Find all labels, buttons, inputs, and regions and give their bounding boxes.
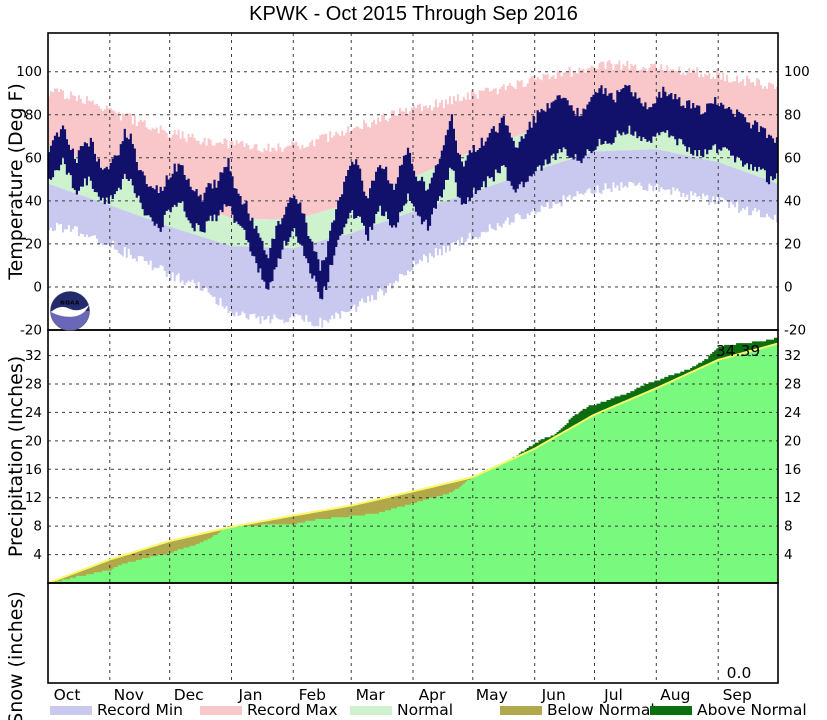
precip-tick-label: 4 (33, 547, 42, 563)
month-label: Apr (419, 686, 446, 704)
legend-label: Below Normal (547, 701, 655, 719)
precip-tick-label: 12 (784, 490, 801, 506)
month-label: Dec (174, 686, 204, 704)
precip-tick-label: 4 (784, 547, 793, 563)
month-label: Sep (723, 686, 752, 704)
month-label: Aug (660, 686, 690, 704)
precip-tick-label: 12 (25, 490, 42, 506)
temperature-tick-label: 20 (25, 236, 42, 252)
temperature-tick-label: -20 (784, 323, 806, 339)
precip-observed-area (48, 344, 778, 583)
precip-tick-label: 32 (784, 348, 801, 364)
legend-item-above-normal: Above Normal (650, 701, 807, 719)
month-label: Mar (356, 686, 386, 704)
temperature-tick-label: 60 (25, 150, 42, 166)
month-label: Oct (54, 686, 81, 704)
precip-tick-label: 8 (33, 519, 42, 535)
record-max-swatch (200, 705, 242, 715)
month-label: Jul (603, 686, 623, 704)
legend-item-normal: Normal (350, 701, 453, 719)
temperature-tick-label: 80 (784, 107, 801, 123)
temperature-tick-label: 40 (784, 193, 801, 209)
precip-tick-label: 32 (25, 348, 42, 364)
noaa-logo: NOAA (50, 291, 90, 331)
precipitation-axis-title: Precipitation (Inches) (5, 356, 27, 557)
precip-tick-label: 20 (784, 433, 801, 449)
record-min-swatch (50, 705, 92, 715)
precip-tick-label: 20 (25, 433, 42, 449)
noaa-bird-icon (51, 304, 90, 317)
snow-total-annotation: 0.0 (727, 664, 752, 682)
legend-item-below-normal: Below Normal (500, 701, 655, 719)
precip-tick-label: 16 (784, 462, 801, 478)
month-label: Jun (541, 686, 566, 704)
legend-label: Record Min (97, 701, 183, 719)
month-label: Feb (299, 686, 326, 704)
normal-swatch (350, 705, 392, 715)
temperature-tick-label: 100 (16, 64, 42, 80)
temperature-tick-label: 80 (25, 107, 42, 123)
precip-tick-label: 8 (784, 519, 793, 535)
above-normal-swatch (650, 705, 692, 715)
precip-tick-label: 16 (25, 462, 42, 478)
noaa-logo-text: NOAA (60, 301, 80, 307)
snow-panel-border (47, 582, 779, 684)
temperature-tick-label: 40 (25, 193, 42, 209)
legend-item-record-min: Record Min (50, 701, 183, 719)
temperature-axis-title: Temperature (Deg F) (5, 83, 27, 281)
legend: Record Min Record Max Normal Below Norma… (0, 701, 827, 719)
snow-axis-title: Snow (inches) (5, 591, 27, 720)
precip-tick-label: 28 (784, 377, 801, 393)
legend-label: Record Max (247, 701, 338, 719)
legend-label: Normal (397, 701, 454, 719)
temperature-tick-label: 60 (784, 150, 801, 166)
legend-item-record-max: Record Max (200, 701, 338, 719)
page-title: KPWK - Oct 2015 Through Sep 2016 (249, 3, 578, 25)
temperature-tick-label: 0 (784, 280, 793, 296)
month-label: May (476, 686, 508, 704)
precip-total-annotation: 34.39 (716, 342, 760, 360)
precip-normal-line (47, 342, 779, 584)
month-label: Nov (114, 686, 144, 704)
temperature-tick-label: 20 (784, 236, 801, 252)
precip-tick-label: 28 (25, 377, 42, 393)
below-normal-swatch (500, 705, 542, 715)
legend-label: Above Normal (697, 701, 807, 719)
month-label: Jan (238, 686, 263, 704)
temperature-tick-label: 0 (33, 280, 42, 296)
temperature-tick-label: 100 (784, 64, 810, 80)
precip-tick-label: 24 (25, 405, 42, 421)
precip-tick-label: 24 (784, 405, 801, 421)
observed-temperature-bars (47, 84, 779, 300)
temperature-tick-label: -20 (20, 323, 42, 339)
